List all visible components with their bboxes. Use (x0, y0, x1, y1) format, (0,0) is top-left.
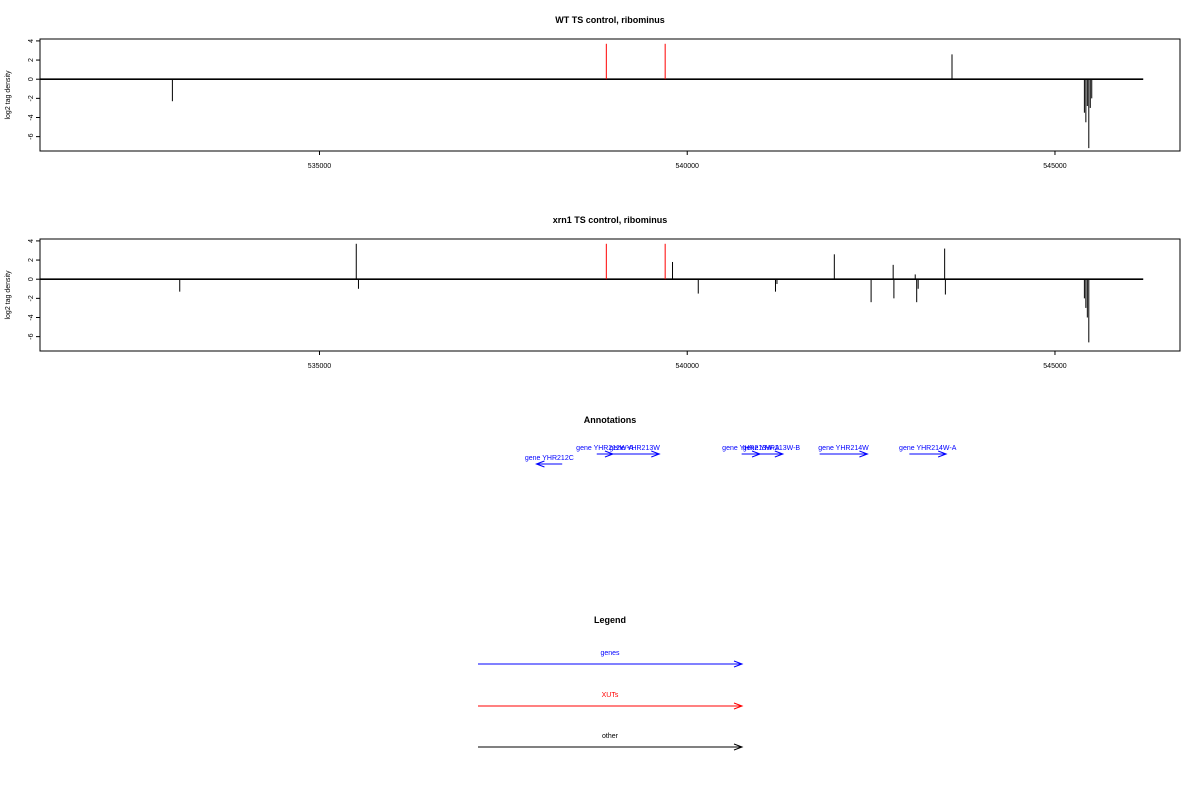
gene-arrowhead (937, 450, 948, 458)
gene-arrowhead (774, 450, 785, 458)
xrn1-y-tick-label: 2 (28, 258, 35, 262)
legend-arrowhead (733, 743, 744, 751)
xrn1-plot-frame (39, 238, 1181, 352)
xrn1-x-tick-label: 540000 (676, 363, 699, 370)
xrn1-y-axis-label: log2 tag density (5, 270, 12, 320)
gene-arrowhead (859, 450, 869, 458)
xrn1-y-tick-label: 4 (28, 239, 35, 243)
legend-label: other (602, 733, 619, 740)
legend-label: XUTs (602, 692, 619, 699)
wt-track-panel: WT TS control, ribominus log2 tag density… (5, 15, 1181, 170)
wt-x-tick-label: 545000 (1043, 163, 1066, 170)
wt-x-tick-label: 540000 (676, 163, 699, 170)
wt-y-tick-label: 2 (28, 58, 35, 62)
wt-y-tick-label: 4 (28, 39, 35, 43)
wt-plot-frame (39, 38, 1181, 152)
gene-label: gene YHR212W-A (576, 445, 634, 452)
wt-y-tick-label: 0 (28, 77, 35, 81)
gene-label: gene YHR214W-A (899, 445, 957, 452)
annotations-title: Annotations (584, 415, 637, 425)
legend-arrowhead (733, 702, 744, 710)
xrn1-y-tick-label: -4 (28, 314, 35, 320)
gene-label: gene YHR213W-B (743, 445, 801, 452)
gene-label: gene YHR213W (609, 445, 660, 452)
wt-y-tick-label: -6 (28, 133, 35, 139)
gene-label: gene YHR213W-A (722, 445, 780, 452)
xrn1-x-tick-label: 535000 (308, 363, 331, 370)
wt-x-tick-label: 535000 (308, 163, 331, 170)
wt-y-tick-label: -2 (28, 95, 35, 101)
xrn1-y-tick-label: -2 (28, 295, 35, 301)
gene-label: gene YHR212C (525, 455, 574, 462)
gene-label: gene YHR214W (818, 445, 869, 452)
wt-chart-title: WT TS control, ribominus (555, 15, 665, 25)
xrn1-track-panel: xrn1 TS control, ribominus log2 tag densi… (5, 215, 1181, 370)
xrn1-x-tick-label: 545000 (1043, 363, 1066, 370)
legend-label: genes (600, 650, 620, 657)
gene-arrowhead (535, 460, 545, 468)
xrn1-y-tick-label: -6 (28, 333, 35, 339)
legend-title: Legend (594, 615, 626, 625)
wt-y-axis-label: log2 tag density (5, 70, 12, 120)
legend-panel: Legend genes XUTs other (478, 615, 744, 751)
wt-y-tick-label: -4 (28, 114, 35, 120)
legend-arrowhead (733, 660, 744, 668)
gene-arrowhead (651, 450, 661, 458)
xrn1-y-tick-label: 0 (28, 277, 35, 281)
xrn1-chart-title: xrn1 TS control, ribominus (553, 215, 668, 225)
